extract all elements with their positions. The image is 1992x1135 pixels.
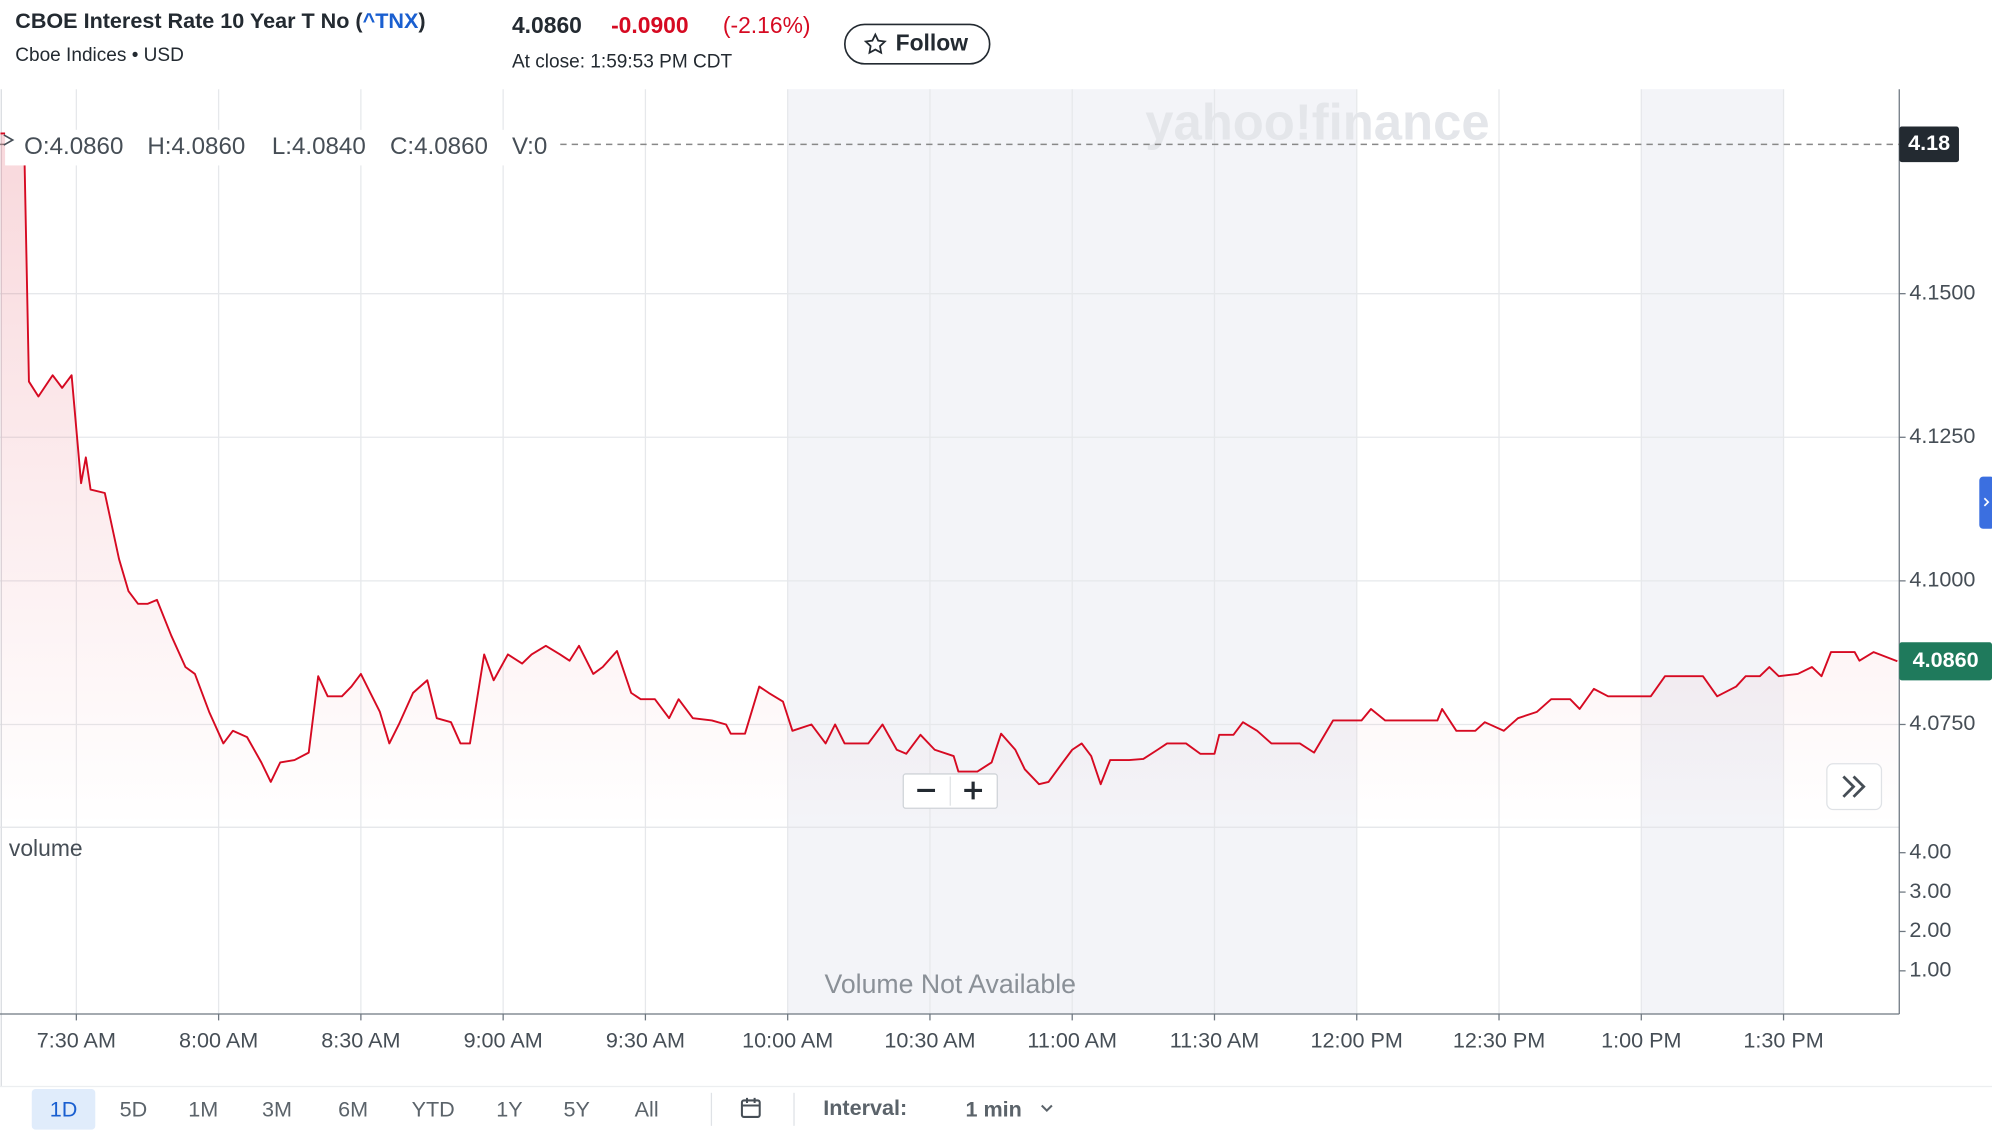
interval-label: Interval: [823, 1095, 907, 1120]
range-button[interactable]: 5Y [564, 1096, 590, 1121]
quote-symbol[interactable]: ^TNX [363, 8, 419, 33]
y-tick-label: 4.1000 [1909, 567, 1975, 592]
quote-title: CBOE Interest Rate 10 Year T No (^TNX) [15, 8, 425, 33]
ohlc-item: L:4.0840 [272, 133, 366, 160]
follow-label[interactable]: Follow [896, 30, 969, 56]
calendar-button[interactable] [740, 1097, 761, 1118]
toolbar: Interval: 1 min 1D 5D 1M 3M 6M YTD 1Y 5Y All [0, 1085, 1992, 1130]
x-tick-label: 1:00 PM [1601, 1028, 1681, 1053]
range-button[interactable]: All [635, 1096, 659, 1121]
interval-chevron[interactable] [1041, 1104, 1053, 1113]
close-time: At close: 1:59:53 PM CDT [512, 52, 733, 73]
session-shading [1641, 89, 1784, 1015]
ohlc-item: V:0 [512, 133, 547, 160]
area [0, 133, 1898, 828]
volume-tick-label: 4.00 [1909, 838, 1951, 863]
last-price-label: 4.0860 [1913, 647, 1979, 672]
side-tab[interactable] [1979, 476, 1992, 529]
volume-tick-label: 1.00 [1909, 957, 1951, 982]
x-tick-label: 12:00 PM [1311, 1028, 1403, 1053]
range-button[interactable]: 3M [262, 1096, 292, 1121]
volume-title: volume [9, 835, 83, 861]
ohlc-item: O:4.0860 [24, 133, 123, 160]
side-tab-icon [1983, 497, 1990, 507]
x-tick-label: 10:00 AM [742, 1028, 833, 1053]
x-tick-label: 8:30 AM [321, 1028, 400, 1053]
volume-tick-label: 2.00 [1909, 917, 1951, 942]
range-selected[interactable] [31, 1089, 96, 1130]
calendar-icon-detail [741, 1097, 760, 1107]
x-tick-label: 8:00 AM [179, 1028, 258, 1053]
volume-note: Volume Not Available [825, 969, 1076, 999]
calendar-icon[interactable] [740, 1099, 761, 1118]
ohlc-marker [3, 134, 15, 146]
x-tick-label: 11:00 AM [1027, 1028, 1117, 1053]
chevrons-icon [1842, 775, 1866, 798]
axes: 7:30 AM 8:00 AM 8:30 AM 9:00 AM 9:30 AM 10:00… [37, 279, 1976, 1052]
ohlc-legend: O:4.0860 H:4.0860 L:4.0840 C:4.0860 V:0 [3, 133, 547, 160]
y-tick-label: 4.1500 [1909, 279, 1975, 304]
watermark: yahoo!finance [1145, 93, 1489, 150]
zoom-controls [902, 773, 998, 809]
ohlc-item: H:4.0860 [147, 133, 245, 160]
follow-button[interactable]: Follow [843, 23, 991, 65]
price: 4.0860 [512, 12, 582, 38]
last-price-tag [1899, 642, 1992, 681]
chart: yahoo!finance 4.18 4.0860 O:4.0860 H:4.086… [0, 89, 1992, 1087]
plot: 4.18 4.0860 [0, 126, 1992, 828]
x-tick-label: 10:30 AM [884, 1028, 975, 1053]
range-button[interactable]: 1Y [496, 1096, 522, 1121]
range-button[interactable]: 6M [338, 1096, 368, 1121]
follow-button-frame[interactable] [843, 23, 991, 65]
volume-tick-label: 3.00 [1909, 878, 1951, 903]
y-tick-label: 4.1250 [1909, 423, 1975, 448]
zoom-in[interactable] [964, 781, 983, 800]
ohlc-background [5, 129, 559, 166]
x-tick-label: 7:30 AM [37, 1028, 116, 1053]
x-tick-label: 9:00 AM [464, 1028, 543, 1053]
price-change: -0.0900 [611, 12, 689, 38]
range-button[interactable]: YTD [412, 1096, 455, 1121]
quote-name-end: ) [418, 8, 425, 33]
quote-name: CBOE Interest Rate 10 Year T No ( [15, 8, 363, 33]
range-button[interactable]: 1M [188, 1096, 218, 1121]
ohlc-item: C:4.0860 [390, 133, 488, 160]
x-tick-label: 11:30 AM [1170, 1028, 1260, 1053]
range-button[interactable]: 5D [120, 1096, 148, 1121]
x-tick-label: 12:30 PM [1453, 1028, 1545, 1053]
interval-select[interactable]: 1 min [966, 1096, 1022, 1121]
x-tick-label: 9:30 AM [606, 1028, 685, 1053]
x-tick-label: 1:30 PM [1743, 1028, 1823, 1053]
previous-close-label: 4.18 [1908, 130, 1950, 155]
price-line [0, 132, 1898, 786]
price-change-percent: (-2.16%) [723, 12, 811, 38]
previous-close-tag [1899, 126, 1959, 163]
y-tick-label: 4.0750 [1909, 710, 1975, 735]
range-button[interactable]: 1D [50, 1096, 78, 1121]
exchange: Cboe Indices • USD [15, 45, 184, 66]
star-icon [863, 32, 887, 55]
scroll-to-end[interactable] [1826, 763, 1883, 811]
